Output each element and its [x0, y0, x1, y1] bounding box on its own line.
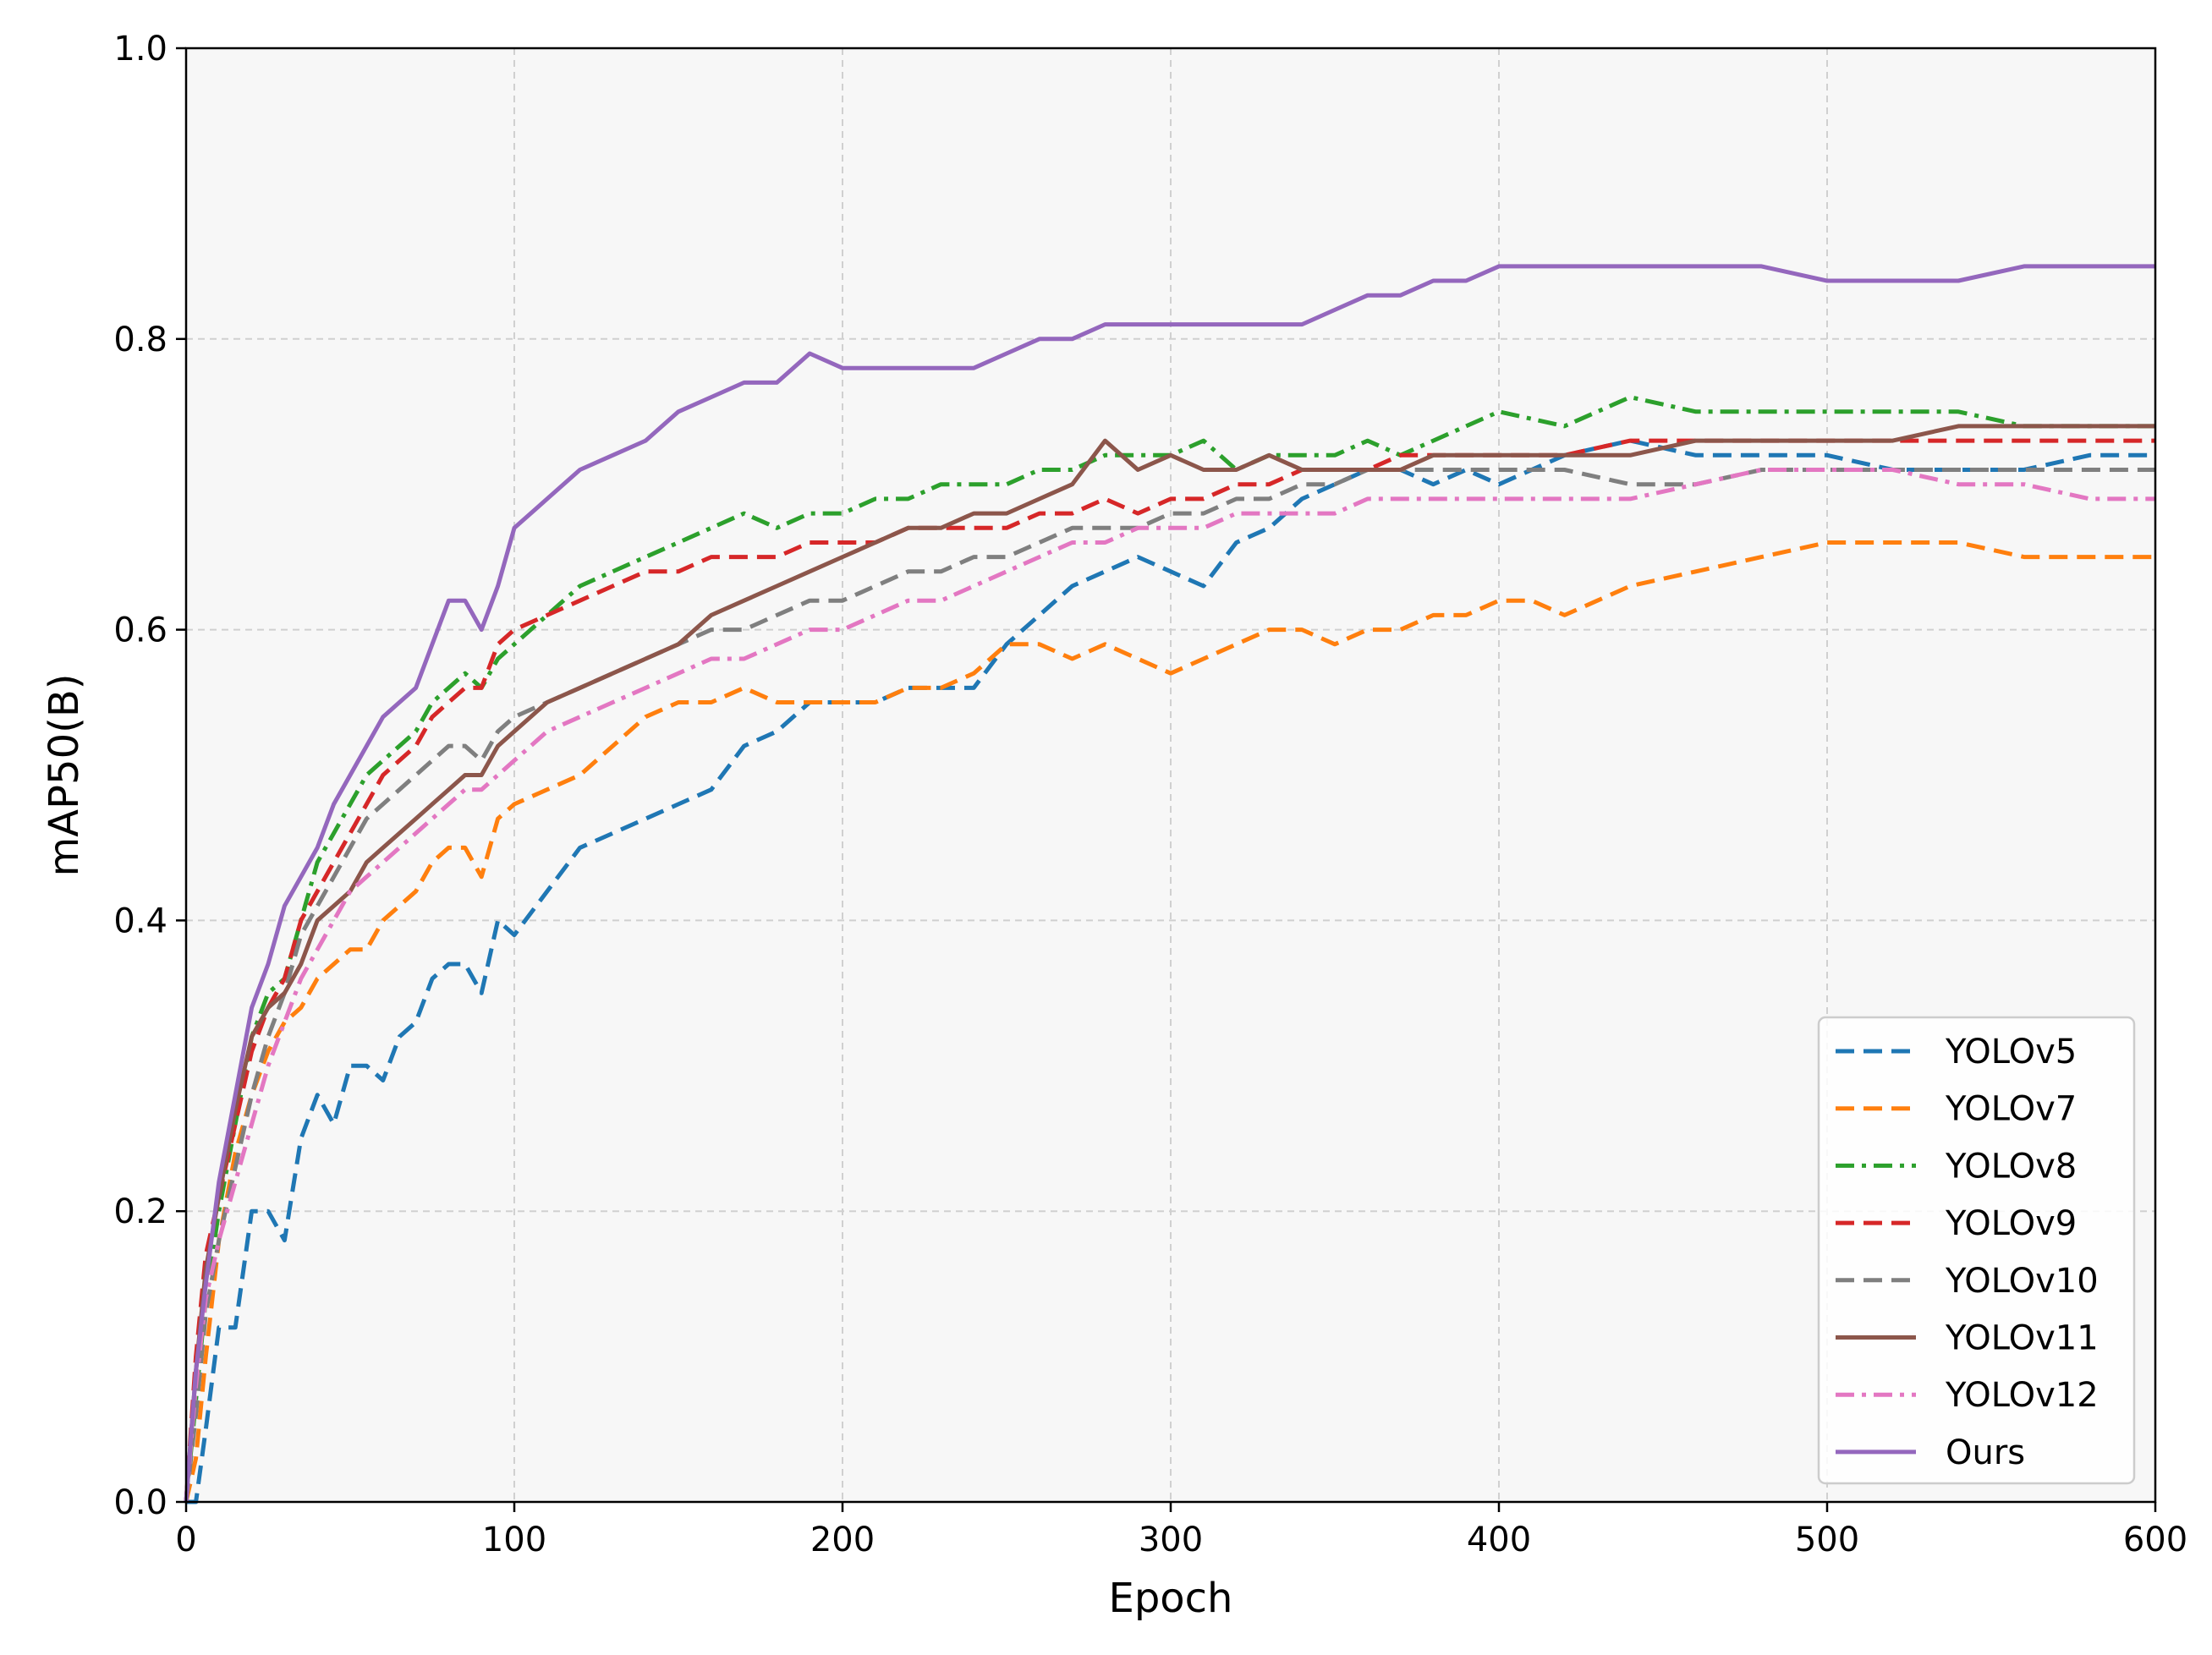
x-tick-label: 500: [1795, 1521, 1859, 1559]
series-line-yolov11: [184, 424, 2155, 1503]
series-line-yolov10: [184, 468, 2155, 1503]
x-tick-label: 600: [2123, 1521, 2187, 1559]
y-tick-label: 0.8: [113, 321, 167, 359]
series-line-yolov5: [186, 438, 2155, 1504]
legend-label: YOLOv8: [1945, 1147, 2077, 1186]
series-line-yolov12: [184, 468, 2155, 1503]
legend-label: YOLOv10: [1945, 1262, 2099, 1301]
legend-label: YOLOv7: [1945, 1090, 2077, 1129]
legend-label: YOLOv12: [1945, 1376, 2099, 1415]
series-line-yolov8: [184, 395, 2155, 1503]
y-axis-title: mAP50(B): [41, 674, 88, 877]
x-tick-label: 0: [175, 1521, 196, 1559]
legend-label: Ours: [1946, 1433, 2025, 1472]
y-tick-label: 0.6: [113, 611, 167, 650]
y-tick-label: 0.2: [113, 1192, 167, 1231]
legend-box: [1817, 1016, 2136, 1485]
legend-label: YOLOv9: [1945, 1204, 2077, 1243]
x-tick-label: 400: [1467, 1521, 1531, 1559]
x-tick-label: 100: [482, 1521, 546, 1559]
series-line-yolov7: [184, 540, 2155, 1503]
legend-label: YOLOv11: [1945, 1319, 2099, 1358]
x-tick-label: 200: [810, 1521, 875, 1559]
y-tick-label: 0.4: [113, 901, 167, 940]
y-tick-label: 1.0: [113, 30, 167, 69]
series-line-ours: [184, 264, 2155, 1503]
x-axis-title: Epoch: [1109, 1575, 1233, 1622]
legend-label: YOLOv5: [1945, 1033, 2077, 1071]
y-tick-label: 0.0: [113, 1483, 167, 1522]
x-tick-label: 300: [1139, 1521, 1203, 1559]
